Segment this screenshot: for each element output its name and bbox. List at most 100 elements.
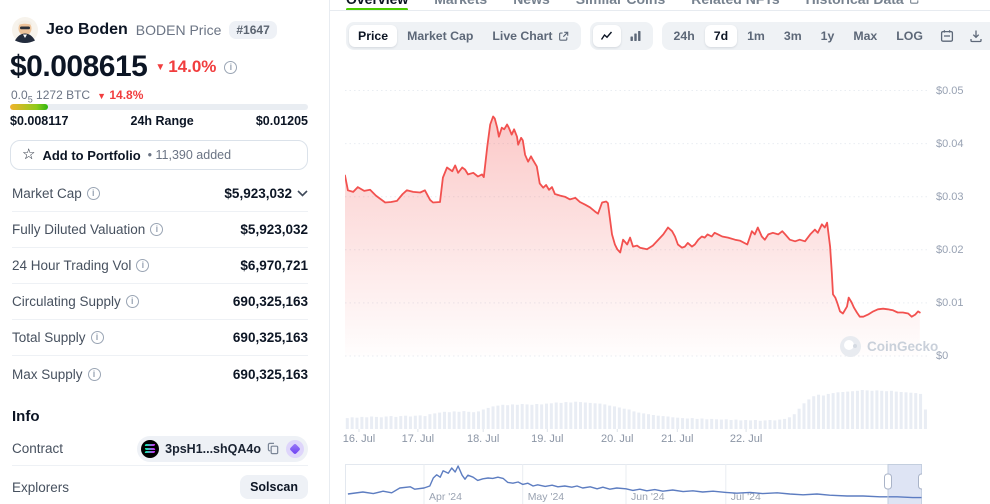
x-tick-label: 20. Jul — [601, 433, 634, 445]
stat-row-max-supply: Max Supply i 690,325,163 — [12, 356, 308, 392]
external-link-icon — [909, 0, 919, 4]
price-chart[interactable] — [345, 60, 928, 375]
active-tab-underline — [346, 8, 408, 10]
range-progress-fill — [10, 104, 48, 110]
coin-price: $0.008615 — [10, 50, 148, 83]
line-chart-button[interactable] — [592, 25, 621, 47]
navigator-handle-right[interactable] — [918, 473, 923, 490]
copy-icon[interactable] — [267, 442, 280, 455]
coin-name: Jeo Boden — [46, 21, 128, 38]
solana-icon — [141, 439, 160, 458]
range-7d-button[interactable]: 7d — [704, 25, 738, 47]
x-tick-label: 19. Jul — [531, 433, 564, 445]
chart-type-group — [589, 22, 653, 50]
stat-row-circulating-supply: Circulating Supply i 690,325,163 — [12, 284, 308, 320]
add-to-portfolio-button[interactable]: ☆ Add to Portfolio • 11,390 added — [10, 140, 308, 170]
svg-text:Jun '24: Jun '24 — [631, 491, 665, 503]
download-button[interactable] — [962, 25, 990, 47]
info-heading: Info — [12, 408, 40, 425]
range-1y-button[interactable]: 1y — [812, 25, 844, 47]
coin-sidebar: Jeo Boden BODEN Price #1647 $0.008615 ▼ … — [0, 0, 330, 504]
coin-rank-badge: #1647 — [229, 21, 277, 39]
btc-price-row: 0.05 1272 BTC ▼ 14.8% — [11, 88, 143, 104]
stat-label: 24 Hour Trading Vol i — [12, 258, 150, 273]
info-icon: i — [125, 295, 139, 308]
info-icon: i — [150, 223, 164, 236]
star-icon: ☆ — [22, 145, 36, 163]
tab-historical-data[interactable]: Historical Data — [806, 0, 920, 7]
chart-toolbar: Price Market Cap Live Chart 24h 7d 1m 3m 1y Max… — [346, 22, 990, 50]
navigator-handle-left[interactable] — [884, 473, 892, 490]
stat-label: Circulating Supply i — [12, 294, 139, 309]
metric-button-group: Price Market Cap Live Chart — [346, 22, 581, 50]
stat-value: 690,325,163 — [232, 366, 308, 382]
range-max-button[interactable]: Max — [844, 25, 886, 47]
coin-stats-list: Market Cap i $5,923,032 Fully Diluted Valua… — [12, 176, 308, 392]
x-tick-label: 17. Jul — [401, 433, 435, 445]
stat-value: $5,923,032 — [240, 222, 308, 237]
contract-address-pill[interactable]: 3psH1...shQA4o — [137, 435, 308, 462]
y-tick-label: $0.03 — [936, 190, 964, 203]
x-tick-label: 18. Jul — [466, 433, 500, 445]
tabs: Overview Markets News Similar Coins Related … — [330, 0, 990, 7]
svg-text:May '24: May '24 — [528, 491, 565, 503]
range-navigator[interactable]: Apr '24 May '24 Jun '24 Jul '24 — [345, 464, 922, 504]
explorers-row: Explorers Solscan — [12, 470, 308, 504]
range-high: $0.01205 — [255, 114, 308, 128]
info-icon: i — [90, 331, 104, 344]
external-link-icon — [558, 31, 568, 41]
stat-row-fully-diluted-valuation: Fully Diluted Valuation i $5,923,032 — [12, 212, 308, 248]
y-tick-label: $0.05 — [936, 84, 964, 97]
price-button[interactable]: Price — [349, 25, 398, 47]
y-tick-label: $0.04 — [936, 137, 964, 150]
tabs-strip: Overview Markets News Similar Coins Related … — [330, 0, 990, 11]
portfolio-label: Add to Portfolio — [42, 147, 141, 163]
explorer-solscan-button[interactable]: Solscan — [240, 475, 308, 499]
range-3m-button[interactable]: 3m — [775, 25, 811, 47]
tab-related-nfts[interactable]: Related NFTs — [691, 0, 779, 7]
live-chart-button[interactable]: Live Chart — [483, 25, 577, 47]
contract-address: 3psH1...shQA4o — [165, 441, 261, 456]
y-tick-label: $0.01 — [936, 296, 964, 309]
info-icon: i — [87, 367, 101, 381]
tab-similar-coins[interactable]: Similar Coins — [576, 0, 665, 7]
info-icon: i — [86, 187, 100, 200]
volume-chart[interactable] — [345, 384, 928, 432]
portfolio-count: • 11,390 added — [147, 148, 232, 162]
download-icon — [970, 30, 982, 43]
tab-news[interactable]: News — [513, 0, 550, 7]
range-button-group: 24h 7d 1m 3m 1y Max LOG — [661, 22, 990, 50]
svg-text:Jul '24: Jul '24 — [731, 491, 761, 503]
chevron-down-icon[interactable] — [297, 190, 308, 197]
stat-label: Total Supply i — [12, 330, 104, 345]
market-cap-button[interactable]: Market Cap — [398, 25, 482, 47]
wallet-add-icon[interactable] — [286, 439, 304, 458]
stat-value: $6,970,721 — [240, 258, 308, 273]
range-progress-bar — [10, 104, 308, 110]
range-1m-button[interactable]: 1m — [738, 25, 774, 47]
line-chart-icon — [600, 31, 613, 40]
navigator-selection[interactable] — [887, 464, 922, 504]
info-icon: i — [224, 60, 238, 74]
arrow-down-icon: ▼ — [155, 61, 166, 73]
range-24h-button[interactable]: 24h — [665, 25, 704, 47]
range-low: $0.008117 — [10, 114, 69, 128]
tab-overview[interactable]: Overview — [346, 0, 408, 7]
x-tick-label: 21. Jul — [661, 433, 694, 445]
range-log-button[interactable]: LOG — [887, 25, 932, 47]
btc-price: 0.05 1272 BTC — [11, 88, 91, 105]
stat-row-total-supply: Total Supply i 690,325,163 — [12, 320, 308, 356]
bar-chart-icon — [630, 31, 641, 41]
price-change: ▼ 14.0% — [155, 57, 217, 76]
contract-label: Contract — [12, 441, 64, 456]
stat-value: 690,325,163 — [232, 330, 308, 345]
price-row: $0.008615 ▼ 14.0% i — [10, 50, 238, 84]
tab-markets[interactable]: Markets — [434, 0, 487, 7]
stat-label: Max Supply i — [12, 367, 101, 382]
bar-chart-button[interactable] — [622, 25, 650, 47]
x-tick-label: 22. Jul — [729, 433, 763, 445]
info-icon: i — [136, 259, 150, 272]
calendar-icon — [940, 30, 953, 42]
calendar-button[interactable] — [933, 25, 961, 47]
